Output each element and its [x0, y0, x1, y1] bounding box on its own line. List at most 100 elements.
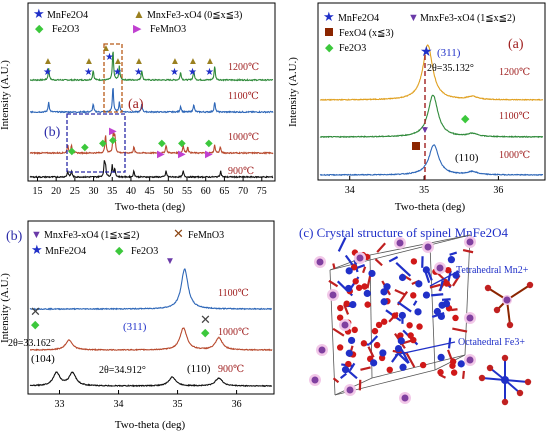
bond [449, 251, 458, 256]
fe-atom [368, 269, 376, 278]
star-marker-icon: ★ [205, 67, 214, 78]
label-1000: 1000℃ [499, 150, 530, 161]
oxygen-atom [445, 266, 452, 274]
cross-marker-icon: ✕ [30, 304, 41, 319]
triangle-marker-icon: ▲ [170, 56, 180, 67]
unit-cell-edge [429, 234, 471, 246]
panel-c-zoom-33: Intensity (A.U.) Two-theta (deg) 33 34 35 3… [0, 220, 275, 431]
x-tick-label: 35 [107, 186, 117, 197]
triangle-marker-icon: ▲ [134, 56, 144, 67]
x-tick-label: 60 [201, 186, 211, 197]
fe-atom [394, 344, 403, 353]
bond [346, 368, 358, 380]
mn-atom [341, 321, 349, 329]
fe-atom [433, 307, 441, 316]
oxygen-atom [336, 314, 344, 321]
fe-atom [349, 300, 357, 309]
bond [362, 266, 367, 274]
unit-cell-edge [369, 234, 471, 256]
right-triangle-marker-icon: ▶ [157, 149, 165, 160]
panel-b-frame [317, 2, 546, 181]
mn-atom [466, 314, 474, 322]
bond [376, 242, 386, 253]
panel-b-zoom-311: Intensity (A.U.) Two-theta (deg) 34 35 36 … [287, 2, 546, 213]
oxygen-atom [336, 344, 344, 351]
label-1000: 1000℃ [218, 327, 249, 338]
oxygen-atom [350, 264, 358, 271]
fe-atom [345, 267, 353, 275]
oxygen-atom [360, 340, 368, 347]
fe-atom [398, 311, 406, 320]
right-triangle-marker-icon: ▶ [178, 149, 186, 160]
mn-atom [503, 296, 511, 304]
bond [462, 370, 466, 379]
bond [388, 256, 399, 263]
label-1100: 1100℃ [228, 91, 259, 102]
bond [427, 271, 433, 281]
peak-label-110: (110) [455, 152, 479, 164]
oxygen-atom [410, 258, 418, 265]
mn-atom [356, 254, 364, 262]
peak-label-110: (110) [187, 363, 211, 375]
x-tick-label: 75 [257, 186, 267, 197]
bond [412, 300, 418, 306]
series-line-1 [29, 87, 274, 114]
oxygen-atom [351, 326, 358, 334]
fe-atom [501, 376, 509, 384]
oxygen-atom [343, 300, 350, 307]
unit-cell-edge [429, 244, 436, 371]
triangle-marker-icon: ▲ [188, 56, 198, 67]
cross-marker-icon: ✕ [173, 226, 184, 241]
zoom-box-b [66, 113, 126, 173]
bond [397, 301, 412, 313]
peak-markers-1000: ◆ ◆ ◆ ▶ ◆ ◆ ▶ ◆ ▶ ◆ ▶ [68, 126, 213, 160]
diamond-marker-icon: ◆ [205, 138, 213, 149]
peak-angle-label: 2θ=35.132° [427, 63, 474, 74]
tetrahedral-demo [484, 281, 534, 329]
x-tick-label: 34 [345, 185, 355, 196]
oxygen-atom [355, 284, 363, 291]
diamond-marker-icon: ◆ [99, 138, 107, 149]
panel-a-xlabel: Two-theta (deg) [115, 201, 186, 213]
diamond-marker-icon: ◆ [461, 113, 470, 125]
right-triangle-marker-icon: ▶ [133, 23, 142, 35]
bond [462, 249, 474, 254]
series-line-3 [29, 160, 274, 179]
legend-mnfe2o4: MnFe2O4 [47, 10, 88, 21]
peak-markers-1200: ▲ ★ ▲ ★ ▲ ★ ▲ ★ ▲ ★ ▲ ★ ▲ ★ ▲ ★ [43, 43, 215, 78]
bond [332, 263, 336, 270]
bond [366, 275, 372, 289]
panel-b-label: (a) [508, 37, 524, 52]
x-tick-label: 15 [32, 186, 42, 197]
fe-atom [398, 273, 407, 282]
mn-atom [316, 258, 324, 266]
fe-atom [422, 291, 431, 299]
cross-marker-icon: ✕ [200, 312, 211, 327]
octahedral-label: Octahedral Fe3+ [458, 337, 525, 348]
panel-c-ylabel: Intensity (A.U.) [0, 273, 11, 343]
star-marker-icon: ★ [31, 242, 43, 257]
down-triangle-marker-icon: ▼ [420, 125, 430, 136]
mn-atom [466, 356, 474, 364]
series-line-0 [29, 51, 274, 82]
oxygen-atom [364, 301, 371, 308]
label-1200: 1200℃ [499, 67, 530, 78]
unit-cell-edge [434, 354, 466, 371]
bond [431, 293, 444, 297]
mn-atom [466, 238, 474, 246]
triangle-marker-icon: ▲ [101, 43, 111, 54]
star-marker-icon: ★ [188, 67, 197, 78]
fe-atom [380, 298, 388, 306]
bond [441, 298, 451, 301]
peak-angle-label-34912: 2θ=34.912° [99, 365, 146, 376]
series-line-0 [29, 268, 272, 311]
crystal-structure-illustration [309, 234, 476, 404]
bond [400, 348, 410, 364]
bond [367, 346, 375, 358]
fe-atom [414, 308, 422, 316]
diamond-marker-icon: ◆ [68, 146, 76, 157]
series-line-1 [319, 94, 544, 139]
legend-fe2o3: Fe2O3 [131, 246, 158, 257]
legend-mnxfe3xo4: MnxFe3-xO4 (1≦x≦2) [44, 230, 139, 241]
square-marker-icon [325, 28, 333, 36]
